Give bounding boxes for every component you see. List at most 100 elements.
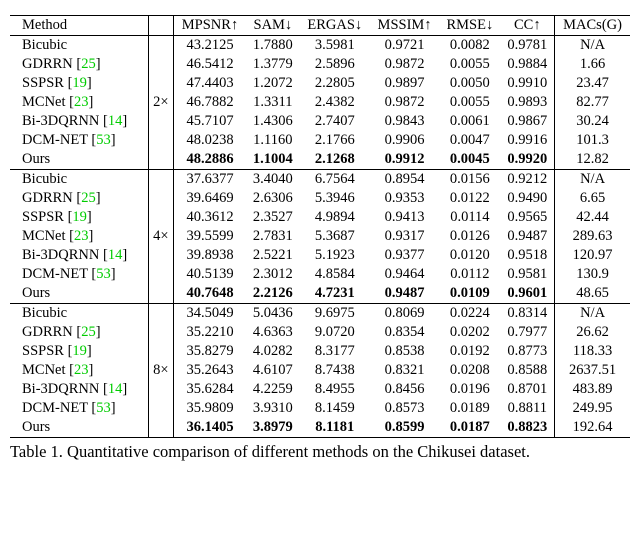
cell-ergas: 2.7407 — [300, 112, 370, 131]
cell-mpsnr: 36.1405 — [173, 418, 246, 438]
table-row: GDRRN [25]35.22104.63639.07200.83540.020… — [10, 323, 630, 342]
cell-scale: 8× — [148, 304, 173, 438]
table-row: MCNet [23]35.26434.61078.74380.83210.020… — [10, 361, 630, 380]
cell-ergas: 9.6975 — [300, 304, 370, 324]
citation-ref[interactable]: 23 — [74, 228, 89, 244]
cell-cc: 0.8811 — [500, 399, 554, 418]
cell-mpsnr: 39.6469 — [173, 189, 246, 208]
cell-macs: 2637.51 — [555, 361, 630, 380]
cell-mssim: 0.9317 — [370, 227, 439, 246]
results-table: MethodMPSNR↑SAM↓ERGAS↓MSSIM↑RMSE↓CC↑MACs… — [10, 15, 630, 438]
citation-ref[interactable]: 53 — [96, 132, 111, 148]
cell-rmse: 0.0055 — [439, 55, 500, 74]
citation-ref[interactable]: 19 — [72, 75, 87, 91]
cell-macs: 249.95 — [555, 399, 630, 418]
cell-method: Bicubic — [10, 304, 148, 324]
table-row: MCNet [23]46.78821.33112.43820.98720.005… — [10, 93, 630, 112]
col-sam: SAM↓ — [246, 16, 300, 36]
table-row: Bicubic4×37.63773.40406.75640.89540.0156… — [10, 170, 630, 190]
cell-scale: 4× — [148, 170, 173, 304]
cell-rmse: 0.0126 — [439, 227, 500, 246]
cell-rmse: 0.0055 — [439, 93, 500, 112]
cell-method: Bicubic — [10, 36, 148, 56]
cell-scale: 2× — [148, 36, 173, 170]
cell-sam: 3.4040 — [246, 170, 300, 190]
citation-ref[interactable]: 25 — [81, 324, 96, 340]
cell-sam: 2.5221 — [246, 246, 300, 265]
cell-ergas: 4.9894 — [300, 208, 370, 227]
cell-method: GDRRN [25] — [10, 323, 148, 342]
cell-cc: 0.9920 — [500, 150, 554, 170]
table-row: Ours40.76482.21264.72310.94870.01090.960… — [10, 284, 630, 304]
cell-cc: 0.8701 — [500, 380, 554, 399]
cell-mpsnr: 43.2125 — [173, 36, 246, 56]
cell-method: SSPSR [19] — [10, 74, 148, 93]
cell-method: GDRRN [25] — [10, 55, 148, 74]
cell-mpsnr: 35.9809 — [173, 399, 246, 418]
cell-ergas: 2.2805 — [300, 74, 370, 93]
citation-ref[interactable]: 53 — [96, 400, 111, 416]
cell-ergas: 5.1923 — [300, 246, 370, 265]
cell-mssim: 0.8321 — [370, 361, 439, 380]
col-cc: CC↑ — [500, 16, 554, 36]
table-header-row: MethodMPSNR↑SAM↓ERGAS↓MSSIM↑RMSE↓CC↑MACs… — [10, 16, 630, 36]
cell-sam: 3.8979 — [246, 418, 300, 438]
cell-macs: 118.33 — [555, 342, 630, 361]
cell-cc: 0.8773 — [500, 342, 554, 361]
cell-mssim: 0.9843 — [370, 112, 439, 131]
table-body: Bicubic2×43.21251.78803.59810.97210.0082… — [10, 36, 630, 438]
cell-ergas: 3.5981 — [300, 36, 370, 56]
cell-mssim: 0.9912 — [370, 150, 439, 170]
table-row: SSPSR [19]47.44031.20722.28050.98970.005… — [10, 74, 630, 93]
cell-ergas: 4.8584 — [300, 265, 370, 284]
cell-cc: 0.8823 — [500, 418, 554, 438]
cell-sam: 1.4306 — [246, 112, 300, 131]
citation-ref[interactable]: 14 — [108, 381, 123, 397]
cell-method: SSPSR [19] — [10, 342, 148, 361]
cell-mpsnr: 46.7882 — [173, 93, 246, 112]
cell-sam: 1.3311 — [246, 93, 300, 112]
cell-rmse: 0.0192 — [439, 342, 500, 361]
cell-ergas: 9.0720 — [300, 323, 370, 342]
cell-macs: 82.77 — [555, 93, 630, 112]
citation-ref[interactable]: 25 — [81, 56, 96, 72]
cell-rmse: 0.0109 — [439, 284, 500, 304]
cell-mssim: 0.8954 — [370, 170, 439, 190]
cell-sam: 1.2072 — [246, 74, 300, 93]
cell-mssim: 0.9413 — [370, 208, 439, 227]
cell-mpsnr: 39.8938 — [173, 246, 246, 265]
cell-rmse: 0.0208 — [439, 361, 500, 380]
cell-cc: 0.9893 — [500, 93, 554, 112]
cell-method: SSPSR [19] — [10, 208, 148, 227]
citation-ref[interactable]: 53 — [96, 266, 111, 282]
cell-ergas: 5.3946 — [300, 189, 370, 208]
cell-sam: 1.1004 — [246, 150, 300, 170]
cell-rmse: 0.0196 — [439, 380, 500, 399]
cell-mssim: 0.9721 — [370, 36, 439, 56]
cell-mpsnr: 34.5049 — [173, 304, 246, 324]
citation-ref[interactable]: 23 — [74, 94, 89, 110]
citation-ref[interactable]: 25 — [81, 190, 96, 206]
cell-cc: 0.9581 — [500, 265, 554, 284]
cell-method: MCNet [23] — [10, 227, 148, 246]
cell-macs: 48.65 — [555, 284, 630, 304]
table-caption: Table 1. Quantitative comparison of diff… — [10, 442, 630, 463]
cell-sam: 2.6306 — [246, 189, 300, 208]
cell-ergas: 5.3687 — [300, 227, 370, 246]
cell-macs: 26.62 — [555, 323, 630, 342]
table-row: Ours36.14053.89798.11810.85990.01870.882… — [10, 418, 630, 438]
cell-sam: 2.2126 — [246, 284, 300, 304]
cell-ergas: 8.4955 — [300, 380, 370, 399]
cell-method: DCM-NET [53] — [10, 131, 148, 150]
citation-ref[interactable]: 14 — [108, 247, 123, 263]
citation-ref[interactable]: 23 — [74, 362, 89, 378]
cell-mssim: 0.8599 — [370, 418, 439, 438]
cell-rmse: 0.0120 — [439, 246, 500, 265]
cell-mpsnr: 39.5599 — [173, 227, 246, 246]
cell-mssim: 0.8354 — [370, 323, 439, 342]
citation-ref[interactable]: 19 — [72, 343, 87, 359]
citation-ref[interactable]: 14 — [108, 113, 123, 129]
cell-cc: 0.9212 — [500, 170, 554, 190]
col-ergas: ERGAS↓ — [300, 16, 370, 36]
citation-ref[interactable]: 19 — [72, 209, 87, 225]
